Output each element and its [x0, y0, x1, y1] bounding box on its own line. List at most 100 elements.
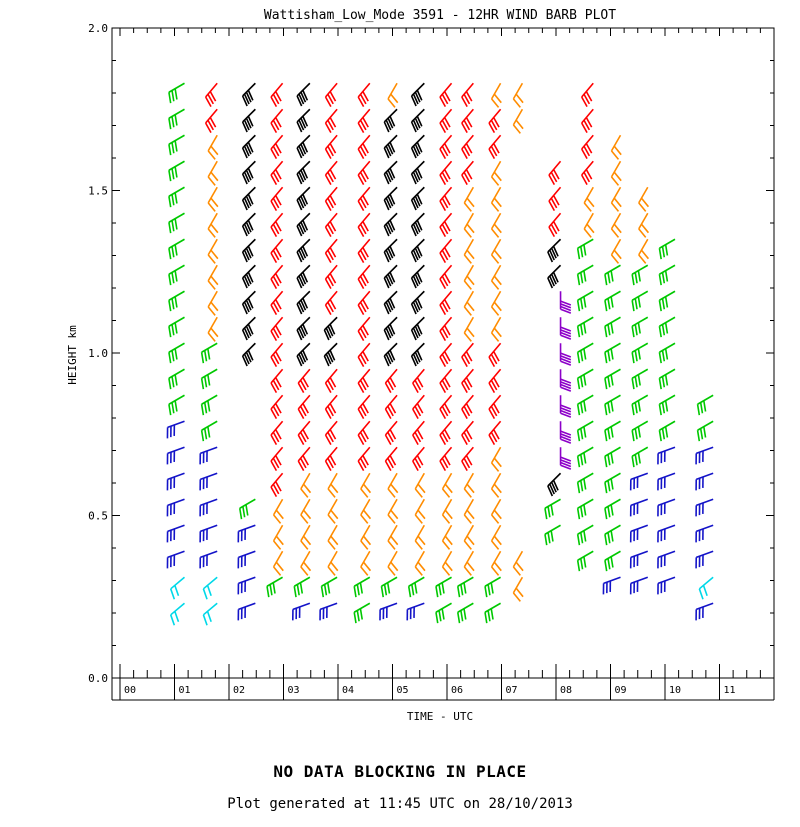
wind-barb: [696, 420, 714, 442]
wind-barb: [439, 264, 453, 290]
wind-barb: [488, 368, 502, 394]
wind-barb: [379, 602, 398, 621]
wind-barb: [270, 342, 284, 368]
wind-barb: [200, 420, 218, 442]
wind-barb: [168, 160, 185, 182]
wind-barb: [559, 395, 572, 418]
wind-barb: [576, 446, 594, 468]
wind-barb: [168, 212, 185, 234]
wind-barb-chart: Wattisham_Low_Mode 3591 - 12HR WIND BARB…: [66, 8, 775, 723]
wind-barb: [544, 524, 561, 546]
wind-barb: [357, 238, 371, 264]
x-tick-label: 05: [397, 685, 409, 696]
wind-barb: [461, 342, 474, 368]
wind-barb: [241, 290, 256, 315]
wind-barb: [324, 446, 338, 472]
wind-barb: [270, 212, 284, 238]
wind-barb: [658, 264, 676, 286]
wind-barb: [200, 342, 218, 364]
wind-barb: [270, 472, 284, 498]
wind-barb: [296, 238, 311, 263]
wind-barb: [412, 394, 425, 420]
wind-barb: [412, 420, 425, 446]
wind-barb: [696, 394, 714, 416]
wind-barb: [360, 524, 372, 550]
wind-barb: [324, 394, 338, 420]
wind-barb: [604, 524, 621, 546]
wind-barb: [695, 524, 714, 543]
wind-barb: [207, 134, 219, 160]
wind-barb: [604, 316, 621, 338]
wind-barb: [296, 212, 311, 237]
wind-barb: [406, 602, 425, 621]
wind-barb: [559, 291, 572, 314]
generated-timestamp: Plot generated at 11:45 UTC on 28/10/201…: [227, 796, 573, 812]
wind-barb: [490, 160, 502, 186]
wind-barb: [490, 472, 502, 498]
wind-barb: [610, 212, 622, 238]
wind-barb: [548, 186, 562, 212]
wind-barb: [241, 186, 256, 211]
wind-barb: [604, 368, 621, 390]
wind-barb: [237, 550, 256, 569]
wind-barb: [631, 264, 649, 286]
wind-barb: [414, 524, 426, 550]
wind-barb: [580, 134, 594, 160]
wind-barb: [168, 290, 185, 312]
wind-barb: [657, 472, 676, 491]
wind-barb: [166, 498, 185, 517]
wind-barb: [383, 108, 398, 133]
wind-barb: [410, 238, 425, 263]
wind-barb: [387, 524, 399, 550]
wind-barb: [461, 420, 474, 446]
wind-barb: [463, 550, 475, 576]
wind-barb: [559, 421, 572, 444]
wind-barb: [296, 108, 311, 133]
wind-barb: [488, 420, 502, 446]
wind-barb: [357, 82, 371, 108]
wind-barb: [319, 602, 338, 621]
wind-barb: [296, 264, 311, 289]
wind-barb: [439, 342, 453, 368]
wind-barb: [629, 576, 649, 595]
wind-barb: [357, 264, 371, 290]
wind-barb: [610, 160, 622, 186]
x-tick-label: 04: [342, 685, 354, 696]
wind-barb: [547, 472, 562, 497]
y-tick-label: 1.5: [88, 185, 108, 198]
wind-barb: [461, 134, 474, 160]
wind-barb: [200, 368, 218, 390]
wind-barbs: [166, 82, 714, 626]
wind-barb: [241, 108, 256, 133]
wind-barb: [207, 290, 219, 316]
wind-barb: [237, 602, 256, 621]
wind-barb: [300, 498, 312, 524]
wind-barb: [266, 576, 284, 598]
wind-barb: [270, 238, 284, 264]
wind-barb: [323, 316, 338, 341]
wind-barb: [207, 186, 219, 212]
wind-barb: [576, 420, 594, 442]
wind-barb: [439, 108, 453, 134]
wind-barb: [353, 576, 371, 598]
wind-barb: [207, 212, 219, 238]
wind-barb: [327, 472, 339, 498]
wind-barb: [324, 186, 338, 212]
wind-barb: [357, 212, 371, 238]
wind-barb: [296, 290, 311, 315]
wind-barb: [241, 212, 256, 237]
x-tick-label: 07: [506, 685, 518, 696]
wind-barb: [380, 576, 398, 598]
axes: 0.0 0.5 1.0 1.5 2.0 00 01 02 03 04 05 06 07 08 09 10 11: [88, 22, 775, 701]
wind-barb: [456, 602, 474, 624]
wind-barb: [270, 394, 284, 420]
wind-barb: [168, 316, 185, 338]
wind-barb: [629, 472, 649, 491]
wind-barb: [272, 550, 284, 576]
wind-barb: [383, 212, 398, 237]
wind-barb: [548, 160, 562, 186]
wind-barb: [207, 238, 219, 264]
wind-barb: [463, 290, 475, 316]
wind-barb: [410, 212, 425, 237]
wind-barb: [638, 238, 650, 264]
